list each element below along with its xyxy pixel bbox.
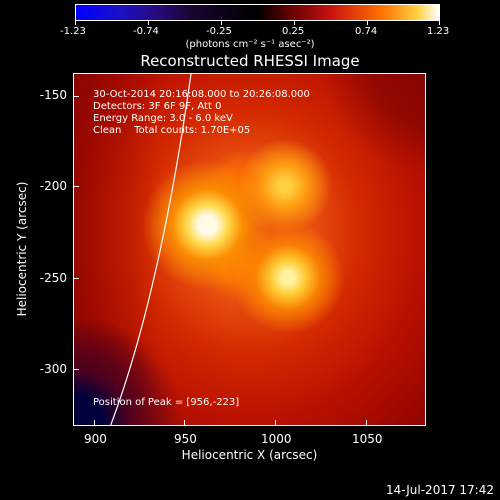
x-tick-mark	[94, 420, 95, 426]
y-tick-label: -200	[39, 179, 67, 193]
colorbar-tick-label: -1.23	[60, 26, 86, 37]
timestamp-footer: 14-Jul-2017 17:42	[385, 483, 494, 497]
x-tick-label: 1000	[261, 432, 292, 446]
detectors-label: Detectors: 3F 6F 9F, Att 0	[93, 101, 222, 112]
y-tick-mark	[73, 96, 79, 97]
colorbar-tick-label: -0.25	[206, 26, 232, 37]
peak-position-label: Position of Peak = [956,-223]	[93, 397, 240, 408]
color-bar	[75, 4, 440, 21]
y-tick-mark	[73, 278, 79, 279]
x-tick-mark	[366, 420, 367, 426]
colorbar-tick-mark	[367, 21, 368, 25]
colorbar-tick-mark	[221, 21, 222, 25]
y-tick-label: -150	[39, 88, 67, 102]
y-axis-label: Heliocentric Y (arcsec)	[15, 181, 29, 317]
x-tick-label: 1050	[352, 432, 383, 446]
colorbar-tick-label: 0.25	[282, 26, 305, 37]
x-tick-label: 950	[174, 432, 197, 446]
x-tick-mark	[184, 420, 185, 426]
solar-limb-line	[110, 74, 192, 425]
x-axis-label: Heliocentric X (arcsec)	[181, 448, 318, 462]
colorbar-tick-mark	[75, 21, 76, 25]
y-tick-label: -250	[39, 271, 67, 285]
colorbar-tick-label: -0.74	[133, 26, 159, 37]
rhessi-image	[73, 73, 426, 426]
colorbar-tick-mark	[148, 21, 149, 25]
y-tick-mark	[73, 186, 79, 187]
x-tick-label: 900	[84, 432, 107, 446]
y-tick-mark	[73, 369, 79, 370]
clean-counts-label: Clean Total counts: 1.70E+05	[93, 125, 251, 136]
energy-range-label: Energy Range: 3.0 - 6.0 keV	[93, 113, 233, 124]
colorbar-tick-label: 0.74	[355, 26, 378, 37]
image-vignette	[74, 74, 425, 425]
plot-title: Reconstructed RHESSI Image	[140, 52, 360, 70]
colorbar-unit-label: (photons cm⁻² s⁻¹ asec⁻²)	[185, 39, 315, 50]
colorbar-tick-label: 1.23	[427, 26, 450, 37]
colorbar-tick-mark	[439, 21, 440, 25]
time-range-label: 30-Oct-2014 20:16:08.000 to 20:26:08.000	[93, 89, 310, 100]
colorbar-tick-mark	[294, 21, 295, 25]
x-tick-mark	[275, 420, 276, 426]
y-tick-label: -300	[39, 362, 67, 376]
